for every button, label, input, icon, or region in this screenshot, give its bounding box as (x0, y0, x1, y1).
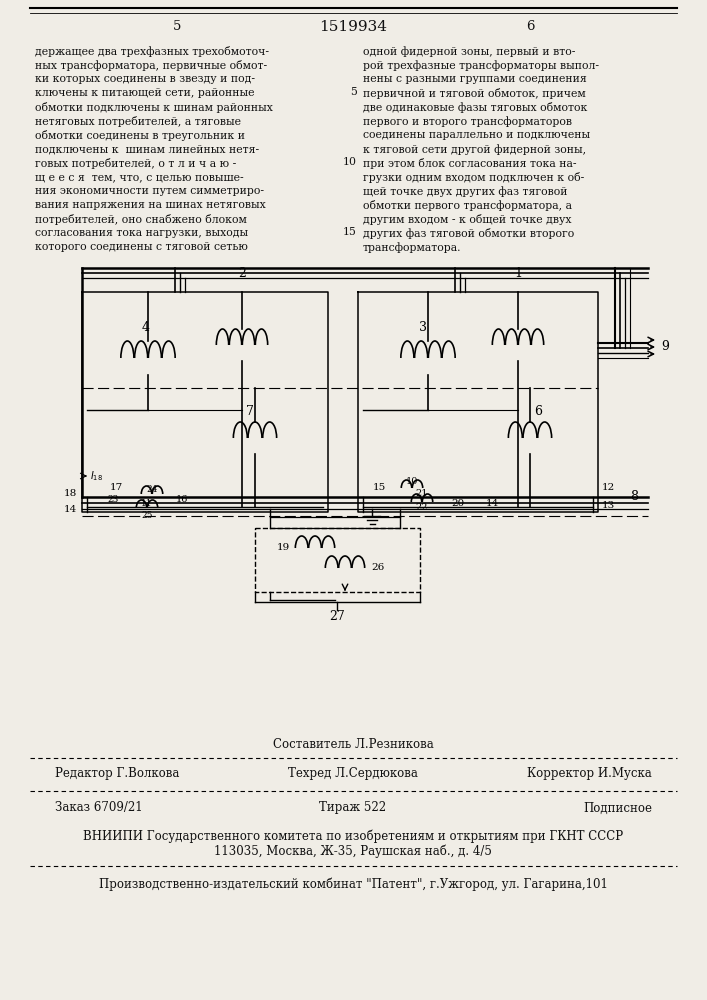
Text: нетяговых потребителей, а тяговые: нетяговых потребителей, а тяговые (35, 116, 241, 127)
Text: при этом блок согласования тока на-: при этом блок согласования тока на- (363, 158, 576, 169)
Text: 23: 23 (107, 495, 119, 504)
Text: потребителей, оно снабжено блоком: потребителей, оно снабжено блоком (35, 214, 247, 225)
Text: 113035, Москва, Ж-35, Раушская наб., д. 4/5: 113035, Москва, Ж-35, Раушская наб., д. … (214, 844, 492, 858)
Text: ключены к питающей сети, районные: ключены к питающей сети, районные (35, 88, 255, 98)
Text: первичной и тяговой обмоток, причем: первичной и тяговой обмоток, причем (363, 88, 586, 99)
Text: 10: 10 (406, 478, 418, 487)
Text: 19: 19 (276, 544, 290, 552)
Text: другим входом - к общей точке двух: другим входом - к общей точке двух (363, 214, 571, 225)
Text: ния экономичности путем симметриро-: ния экономичности путем симметриро- (35, 186, 264, 196)
Text: 15: 15 (343, 227, 357, 237)
Text: грузки одним входом подключен к об-: грузки одним входом подключен к об- (363, 172, 584, 183)
Text: 6: 6 (526, 20, 534, 33)
Text: Подписное: Подписное (583, 802, 652, 814)
Text: 14: 14 (64, 504, 77, 514)
Text: 5: 5 (173, 20, 181, 33)
Text: Техред Л.Сердюкова: Техред Л.Сердюкова (288, 768, 418, 780)
Text: вания напряжения на шинах нетяговых: вания напряжения на шинах нетяговых (35, 200, 266, 210)
Text: 10: 10 (343, 157, 357, 167)
Text: других фаз тяговой обмотки второго: других фаз тяговой обмотки второго (363, 228, 574, 239)
Text: которого соединены с тяговой сетью: которого соединены с тяговой сетью (35, 242, 248, 252)
Text: ных трансформатора, первичные обмот-: ных трансформатора, первичные обмот- (35, 60, 267, 71)
Text: 7: 7 (246, 405, 254, 418)
Text: 13: 13 (602, 502, 615, 510)
Text: 24: 24 (146, 486, 158, 494)
Text: Составитель Л.Резникова: Составитель Л.Резникова (273, 738, 433, 750)
Text: 5: 5 (350, 87, 357, 97)
Text: 14: 14 (486, 498, 498, 508)
Text: обмотки первого трансформатора, а: обмотки первого трансформатора, а (363, 200, 572, 211)
Text: 17: 17 (110, 484, 123, 492)
Text: 4: 4 (142, 321, 150, 334)
Text: нены с разными группами соединения: нены с разными группами соединения (363, 74, 587, 84)
Text: щ е е с я  тем, что, с целью повыше-: щ е е с я тем, что, с целью повыше- (35, 172, 244, 182)
Text: 27: 27 (329, 610, 345, 624)
Text: 26: 26 (371, 564, 385, 572)
Text: 3: 3 (419, 321, 427, 334)
Text: 9: 9 (661, 340, 669, 354)
Text: Заказ 6709/21: Заказ 6709/21 (55, 802, 143, 814)
Text: одной фидерной зоны, первый и вто-: одной фидерной зоны, первый и вто- (363, 46, 575, 57)
Text: держащее два трехфазных трехобмоточ-: держащее два трехфазных трехобмоточ- (35, 46, 269, 57)
Text: согласования тока нагрузки, выходы: согласования тока нагрузки, выходы (35, 228, 248, 238)
Text: Корректор И.Муска: Корректор И.Муска (527, 768, 652, 780)
Text: говых потребителей, о т л и ч а ю -: говых потребителей, о т л и ч а ю - (35, 158, 236, 169)
Text: первого и второго трансформаторов: первого и второго трансформаторов (363, 116, 572, 127)
Text: 16: 16 (176, 495, 188, 504)
Text: 25: 25 (141, 512, 153, 520)
Text: подключены к  шинам линейных нетя-: подключены к шинам линейных нетя- (35, 144, 259, 154)
Text: трансформатора.: трансформатора. (363, 242, 462, 253)
Text: ки которых соединены в звезду и под-: ки которых соединены в звезду и под- (35, 74, 255, 84)
Text: обмотки подключены к шинам районных: обмотки подключены к шинам районных (35, 102, 273, 113)
Text: соединены параллельно и подключены: соединены параллельно и подключены (363, 130, 590, 140)
Text: 1519934: 1519934 (319, 20, 387, 34)
Text: Производственно-издательский комбинат "Патент", г.Ужгород, ул. Гагарина,101: Производственно-издательский комбинат "П… (98, 877, 607, 891)
Text: щей точке двух других фаз тяговой: щей точке двух других фаз тяговой (363, 186, 568, 197)
Text: 8: 8 (630, 490, 638, 504)
Text: 15: 15 (373, 484, 386, 492)
Text: 11: 11 (141, 498, 153, 508)
Text: 21: 21 (416, 489, 428, 498)
Text: 20: 20 (451, 498, 464, 508)
Text: две одинаковые фазы тяговых обмоток: две одинаковые фазы тяговых обмоток (363, 102, 588, 113)
Text: 6: 6 (534, 405, 542, 418)
Text: Тираж 522: Тираж 522 (320, 802, 387, 814)
Text: к тяговой сети другой фидерной зоны,: к тяговой сети другой фидерной зоны, (363, 144, 586, 155)
Text: обмотки соединены в треугольник и: обмотки соединены в треугольник и (35, 130, 245, 141)
Text: Редактор Г.Волкова: Редактор Г.Волкова (55, 768, 180, 780)
Text: 12: 12 (602, 484, 615, 492)
Text: $I_{18}$: $I_{18}$ (90, 469, 103, 483)
Text: ВНИИПИ Государственного комитета по изобретениям и открытиям при ГКНТ СССР: ВНИИПИ Государственного комитета по изоб… (83, 829, 623, 843)
Text: 18: 18 (64, 489, 77, 498)
Text: 1: 1 (514, 267, 522, 280)
Text: 2: 2 (238, 267, 246, 280)
Text: 22: 22 (416, 504, 428, 512)
Text: рой трехфазные трансформаторы выпол-: рой трехфазные трансформаторы выпол- (363, 60, 599, 71)
